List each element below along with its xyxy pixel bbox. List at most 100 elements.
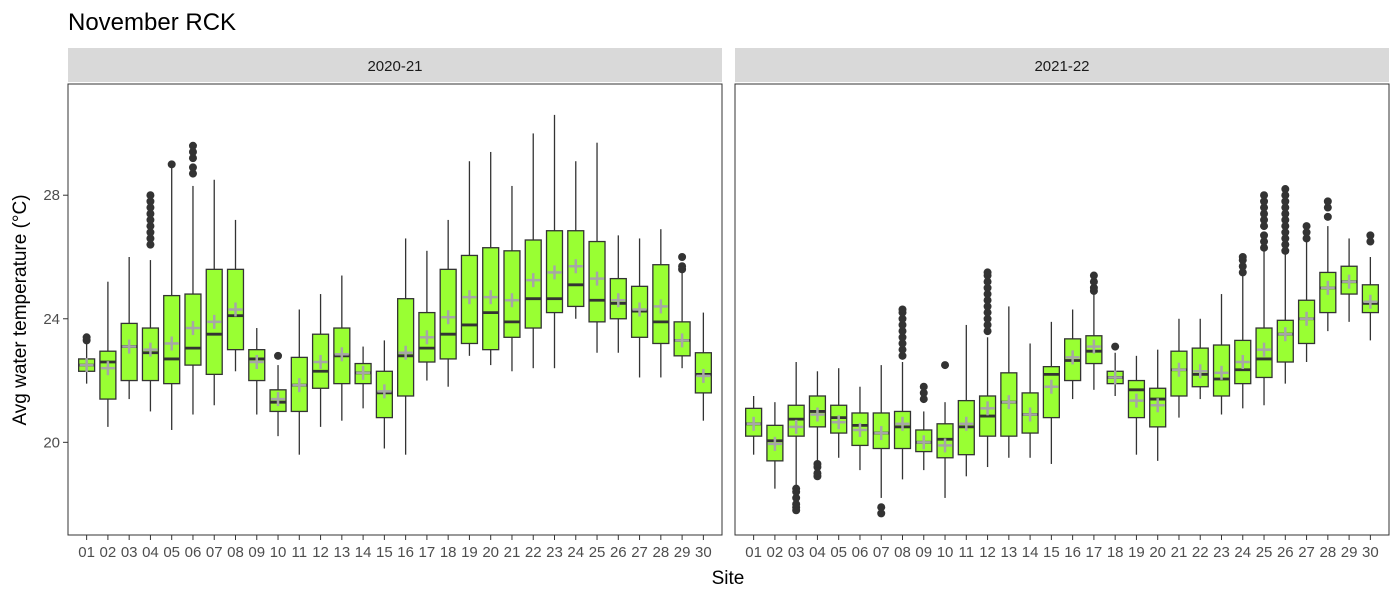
facet-strip bbox=[68, 48, 722, 82]
facet-panel-2020-21: 2020-21 01 02 03 04 05 06 07 08 09 10 11 12 13 14 15 16… bbox=[67, 48, 723, 561]
outlier-point bbox=[167, 160, 176, 169]
x-tick-label: 16 bbox=[1064, 544, 1081, 561]
x-tick-label: 08 bbox=[227, 544, 244, 561]
outlier-point bbox=[188, 141, 197, 150]
box-site-05 bbox=[830, 368, 848, 458]
box-site-09 bbox=[915, 382, 933, 471]
x-tick-label: 24 bbox=[567, 544, 584, 561]
y-axis-title: Avg water temperature (°C) bbox=[10, 194, 31, 425]
outlier-point bbox=[146, 215, 155, 224]
x-tick-label: 30 bbox=[1362, 544, 1379, 561]
outlier-point bbox=[1281, 240, 1290, 249]
y-tick-label: 20 bbox=[43, 434, 60, 451]
box-site-19 bbox=[460, 161, 479, 356]
box-site-24 bbox=[567, 161, 585, 319]
facet-strip bbox=[735, 48, 1389, 82]
outlier-point bbox=[1260, 231, 1269, 240]
outlier-point bbox=[146, 240, 155, 249]
facet-panel-2021-22: 2021-22 01 02 03 04 05 06 07 08 09 10 11 12 13 14 15 16… bbox=[734, 48, 1390, 561]
outlier-point bbox=[941, 361, 950, 370]
box-site-27 bbox=[630, 238, 649, 378]
y-tick-label: 24 bbox=[43, 311, 60, 328]
box-site-10 bbox=[936, 361, 954, 498]
outlier-point bbox=[188, 169, 197, 178]
outlier-point bbox=[898, 345, 907, 354]
x-axis-ticks: 01 02 03 04 05 06 07 08 09 10 11 12 13 14 15 16 17 18 19 20… bbox=[78, 535, 712, 561]
x-tick-label: 11 bbox=[959, 544, 975, 561]
outlier-point bbox=[813, 459, 822, 468]
x-tick-label: 01 bbox=[745, 544, 762, 561]
box-site-14 bbox=[1021, 343, 1039, 458]
outlier-point bbox=[188, 154, 197, 163]
outlier-point bbox=[792, 493, 801, 502]
x-tick-label: 04 bbox=[809, 544, 826, 561]
x-tick-label: 18 bbox=[1107, 544, 1124, 561]
outlier-point bbox=[1089, 271, 1098, 280]
box-site-20 bbox=[1149, 349, 1167, 461]
box-site-29 bbox=[1340, 238, 1358, 322]
outlier-point bbox=[1302, 228, 1311, 237]
x-tick-label: 26 bbox=[610, 544, 627, 561]
outlier-point bbox=[1260, 215, 1269, 224]
outlier-point bbox=[146, 209, 155, 218]
box-site-12 bbox=[311, 294, 330, 427]
outlier-point bbox=[678, 252, 687, 261]
x-tick-label: 07 bbox=[873, 544, 890, 561]
outlier-point bbox=[983, 314, 992, 323]
box-site-07 bbox=[205, 179, 223, 406]
outlier-point bbox=[146, 234, 155, 243]
x-tick-label: 27 bbox=[1298, 544, 1315, 561]
x-tick-label: 08 bbox=[894, 544, 911, 561]
box-site-26 bbox=[1276, 185, 1294, 384]
x-tick-label: 28 bbox=[652, 544, 669, 561]
outlier-point bbox=[877, 509, 886, 518]
box-site-08 bbox=[893, 305, 912, 480]
box-site-30 bbox=[694, 312, 712, 421]
outlier-point bbox=[898, 327, 907, 336]
box-site-18 bbox=[439, 219, 457, 387]
x-tick-label: 09 bbox=[248, 544, 265, 561]
box-site-14 bbox=[354, 346, 372, 409]
box-site-21 bbox=[503, 185, 521, 372]
box-site-26 bbox=[609, 235, 627, 353]
box-site-23 bbox=[1212, 294, 1231, 415]
outlier-point bbox=[1281, 185, 1290, 194]
outlier-point bbox=[1260, 197, 1269, 206]
box-site-11 bbox=[957, 324, 975, 477]
outlier-point bbox=[983, 308, 992, 317]
x-tick-label: 04 bbox=[142, 544, 159, 561]
x-tick-label: 14 bbox=[1022, 544, 1039, 561]
outlier-point bbox=[919, 388, 928, 397]
outlier-point bbox=[1281, 222, 1290, 231]
outlier-point bbox=[1323, 212, 1332, 221]
outlier-point bbox=[983, 277, 992, 286]
x-tick-label: 28 bbox=[1319, 544, 1336, 561]
x-tick-label: 06 bbox=[185, 544, 202, 561]
outlier-point bbox=[983, 302, 992, 311]
box-site-25 bbox=[588, 142, 606, 353]
box-site-27 bbox=[1297, 222, 1316, 363]
outlier-point bbox=[1238, 268, 1247, 277]
box-site-05 bbox=[163, 160, 181, 430]
outlier-point bbox=[898, 305, 907, 314]
box-site-22 bbox=[1191, 318, 1209, 400]
box-site-04 bbox=[808, 371, 827, 481]
facet-strip-label: 2020-21 bbox=[367, 58, 422, 75]
outlier-point bbox=[188, 147, 197, 156]
x-axis-title: Site bbox=[712, 568, 745, 589]
outlier-point bbox=[82, 333, 91, 342]
box-site-03 bbox=[120, 256, 138, 400]
outlier-point bbox=[146, 197, 155, 206]
box-site-21 bbox=[1170, 318, 1188, 418]
x-tick-label: 10 bbox=[270, 544, 287, 561]
outlier-point bbox=[146, 203, 155, 212]
panel-marks bbox=[745, 185, 1379, 518]
x-tick-label: 18 bbox=[440, 544, 457, 561]
x-tick-label: 05 bbox=[830, 544, 847, 561]
box-site-29 bbox=[673, 252, 691, 369]
outlier-point bbox=[1260, 203, 1269, 212]
x-tick-label: 02 bbox=[767, 544, 784, 561]
box-site-16 bbox=[1064, 309, 1082, 400]
x-tick-label: 24 bbox=[1234, 544, 1251, 561]
box-site-28 bbox=[1319, 197, 1337, 332]
